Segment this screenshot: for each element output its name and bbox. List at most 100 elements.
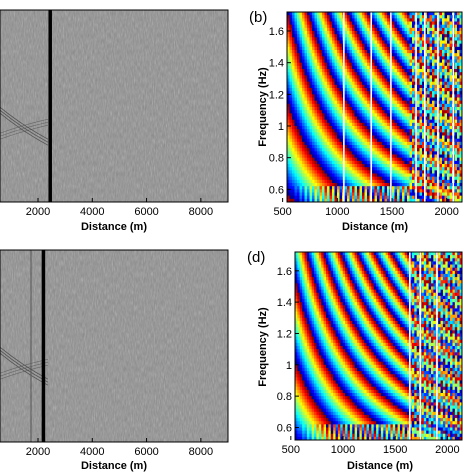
panel-b-cell bbox=[402, 135, 405, 140]
panel-b-cell bbox=[302, 135, 305, 140]
panel-b-cell bbox=[382, 183, 385, 187]
panel-d-cell bbox=[318, 317, 322, 322]
panel-b-cell bbox=[407, 24, 410, 29]
panel-b-cell bbox=[337, 198, 340, 202]
panel-b-cell bbox=[427, 157, 430, 162]
panel-b-cell bbox=[457, 18, 460, 22]
panel-b-cell bbox=[352, 94, 355, 98]
panel-b-cell bbox=[457, 129, 460, 133]
panel-b-cell bbox=[329, 24, 333, 29]
panel-d-cell bbox=[318, 386, 322, 391]
panel-b-cell bbox=[424, 15, 428, 19]
panel-b-cell bbox=[402, 148, 405, 152]
panel-b-cell bbox=[444, 24, 448, 29]
panel-b-cell bbox=[379, 122, 383, 127]
panel-d-cell bbox=[311, 364, 315, 369]
panel-b-cell bbox=[302, 164, 305, 168]
panel-b-cell bbox=[407, 107, 410, 111]
panel-b-cell bbox=[412, 31, 415, 35]
panel-b-cell bbox=[322, 173, 325, 178]
panel-b-cell bbox=[332, 65, 335, 70]
panel-b-cell bbox=[352, 116, 355, 121]
panel-b-cell bbox=[362, 91, 365, 95]
panel-b-cell bbox=[329, 135, 333, 140]
panel-b-cell bbox=[297, 103, 300, 108]
panel-b-cell bbox=[349, 179, 353, 184]
panel-b-cell bbox=[347, 12, 350, 16]
panel-b-cell bbox=[447, 72, 450, 76]
panel-b-cell bbox=[412, 167, 415, 171]
panel-b-cell bbox=[359, 40, 363, 45]
panel-b-cell bbox=[289, 192, 293, 197]
panel-d-cell bbox=[309, 255, 313, 259]
panel-b-cell bbox=[302, 107, 305, 111]
panel-b-cell bbox=[422, 176, 425, 181]
panel-b-cell bbox=[457, 157, 460, 162]
panel-b-cell bbox=[387, 186, 390, 190]
panel-b-cell bbox=[302, 148, 305, 152]
panel-b-cell bbox=[392, 138, 395, 143]
panel-b-cell bbox=[442, 192, 445, 197]
panel-b-cell bbox=[399, 195, 403, 200]
panel-b-cell bbox=[387, 129, 390, 133]
panel-b-cell bbox=[344, 34, 348, 38]
panel-b-cell bbox=[432, 189, 435, 193]
panel-b-cell bbox=[409, 43, 413, 48]
panel-b-cell bbox=[439, 69, 443, 73]
panel-b-cell bbox=[392, 113, 395, 117]
panel-b-cell bbox=[432, 195, 435, 200]
panel-b-cell bbox=[287, 94, 290, 98]
panel-a-moveout-curve bbox=[0, 121, 49, 137]
panel-b-cell bbox=[337, 34, 340, 38]
panel-b-cell bbox=[292, 15, 295, 19]
panel-b-cell bbox=[417, 65, 420, 70]
panel-d-cell bbox=[309, 277, 313, 281]
panel-b-cell bbox=[362, 173, 365, 178]
panel-b-cell bbox=[427, 151, 430, 155]
panel-b-cell bbox=[304, 75, 308, 79]
panel-b-cell bbox=[382, 198, 385, 202]
panel-b-cell bbox=[432, 122, 435, 127]
panel-b-cell bbox=[417, 183, 420, 187]
panel-b-cell bbox=[357, 37, 360, 41]
panel-b-cell bbox=[307, 100, 310, 105]
panel-b-cell bbox=[312, 189, 315, 193]
panel-b-cell bbox=[444, 69, 448, 73]
panel-b-cell bbox=[374, 65, 378, 70]
panel-b-cell bbox=[439, 21, 443, 26]
panel-b-cell bbox=[432, 107, 435, 111]
panel-b-cell bbox=[307, 91, 310, 95]
panel-b-cell bbox=[292, 138, 295, 143]
panel-b-cell bbox=[382, 126, 385, 130]
panel-b-cell bbox=[302, 81, 305, 86]
panel-b-cell bbox=[364, 148, 368, 152]
panel-d-cell bbox=[309, 371, 313, 375]
panel-b-cell bbox=[454, 110, 458, 114]
panel-d-cell bbox=[321, 408, 325, 413]
panel-b-cell bbox=[299, 132, 303, 136]
panel-d-cell bbox=[297, 336, 301, 341]
panel-b-cell bbox=[307, 116, 310, 121]
panel-b-cell bbox=[372, 145, 375, 149]
panel-b-cell bbox=[412, 141, 415, 146]
panel-b-cell bbox=[412, 65, 415, 70]
panel-b-cell bbox=[287, 148, 290, 152]
panel-b-cell bbox=[327, 141, 330, 146]
panel-d-cell bbox=[302, 436, 305, 440]
panel-b-cell bbox=[329, 176, 333, 181]
panel-b-cell bbox=[359, 179, 363, 184]
panel-d-cell bbox=[316, 389, 320, 394]
panel-d-cell bbox=[297, 267, 301, 272]
panel-b-cell bbox=[379, 27, 383, 32]
panel-b-cell bbox=[392, 75, 395, 79]
panel-b-cell bbox=[297, 186, 300, 190]
panel-d-cell bbox=[295, 364, 298, 369]
panel-b-cell bbox=[349, 151, 353, 155]
panel-b-cell bbox=[459, 81, 462, 86]
panel-b-cell bbox=[347, 84, 350, 89]
panel-b-cell bbox=[382, 72, 385, 76]
panel-b-cell bbox=[307, 103, 310, 108]
panel-b-cell bbox=[337, 186, 340, 190]
panel-b-cell bbox=[412, 62, 415, 67]
panel-b-cell bbox=[417, 97, 420, 102]
